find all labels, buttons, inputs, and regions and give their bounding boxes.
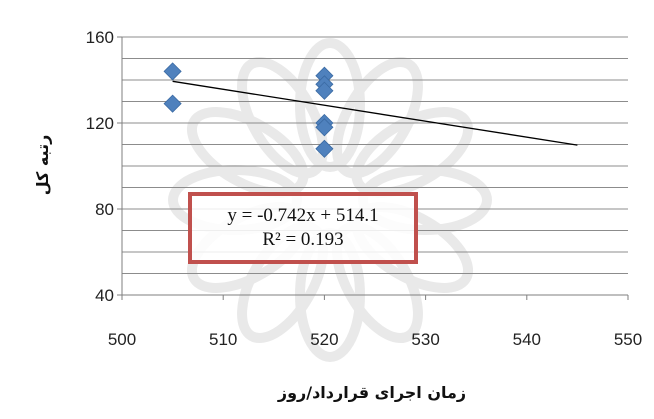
y-tick-label: 40 [95,286,114,305]
data-point [315,81,334,100]
x-tick-label: 550 [614,330,642,349]
y-tick-label: 160 [86,28,114,47]
data-point [315,139,334,158]
data-point [163,62,182,81]
watermark-petal [186,107,309,198]
x-tick-label: 510 [209,330,237,349]
data-point [315,118,334,137]
y-axis-title: رتبه کل [33,135,52,196]
r-squared-value: R² = 0.193 [262,229,344,250]
regression-equation: y = -0.742x + 514.1 [227,205,379,226]
x-tick-label: 500 [108,330,136,349]
trendline [172,80,578,146]
watermark-petal [332,56,423,179]
axes [121,37,628,296]
watermark-petal [351,107,474,198]
tick-labels: 500 510 520 530 540 550 40 80 120 160 [86,28,643,349]
x-tick-label: 520 [310,330,338,349]
x-tick-label: 530 [411,330,439,349]
x-tick-label: 540 [513,330,541,349]
data-point [163,94,182,113]
y-tick-label: 120 [86,114,114,133]
x-axis-title: زمان اجرای قرارداد/روز [277,383,466,402]
trendline-line [172,80,578,146]
data-points [163,62,334,158]
regression-equation-box: y = -0.742x + 514.1 R² = 0.193 [188,192,418,264]
y-tick-label: 80 [95,200,114,219]
watermark-petal [295,38,365,172]
